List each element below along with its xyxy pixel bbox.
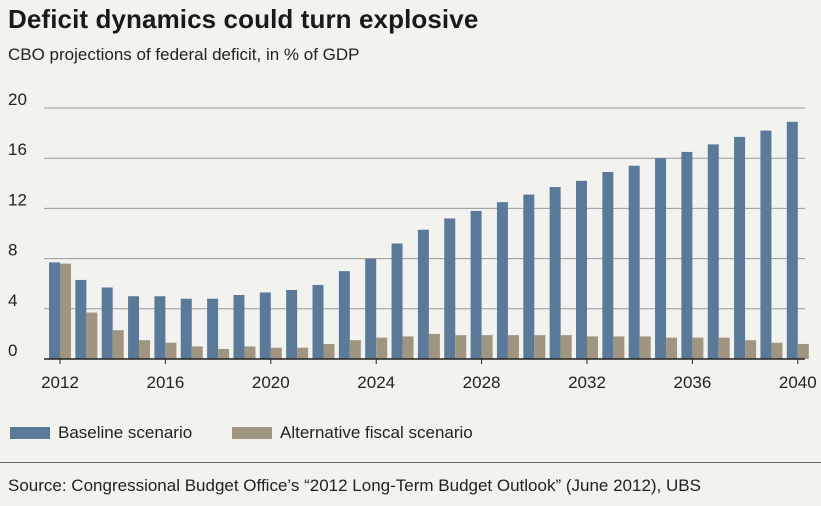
y-tick-label: 0 [8, 341, 17, 360]
bar-baseline-2040 [786, 121, 798, 359]
bar-baseline-2013 [75, 279, 87, 359]
chart-subtitle: CBO projections of federal deficit, in %… [8, 45, 360, 64]
bar-alternative-2032 [587, 336, 598, 359]
bar-baseline-2028 [470, 210, 482, 359]
bar-alternative-2034 [639, 336, 651, 359]
bar-alternative-2029 [507, 335, 519, 359]
bar-baseline-2025 [391, 243, 403, 359]
bar-baseline-2020 [259, 292, 271, 359]
bar-alternative-2033 [613, 336, 625, 359]
bar-alternative-2016 [165, 342, 177, 359]
bar-baseline-2029 [496, 202, 508, 360]
legend-item-alternative: Alternative fiscal scenario [232, 422, 473, 444]
bar-baseline-2024 [365, 258, 377, 359]
bar-alternative-2015 [139, 340, 151, 359]
bar-baseline-2031 [549, 187, 561, 359]
bar-baseline-2015 [128, 296, 140, 359]
bar-baseline-2014 [101, 287, 113, 359]
bar-alternative-2017 [191, 346, 203, 359]
bar-baseline-2039 [760, 130, 772, 359]
x-tick-label: 2032 [568, 373, 606, 392]
bar-alternative-2031 [560, 335, 572, 359]
bar-baseline-2035 [655, 158, 667, 359]
bar-alternative-2021 [297, 347, 309, 359]
bars [49, 121, 809, 360]
bar-baseline-2038 [734, 136, 746, 359]
legend-label-baseline: Baseline scenario [58, 423, 193, 442]
x-tick-label: 2036 [673, 373, 711, 392]
bar-alternative-2022 [323, 343, 335, 359]
x-tick-label: 2028 [463, 373, 501, 392]
y-tick-label: 4 [8, 291, 17, 310]
chart-title: Deficit dynamics could turn explosive [8, 4, 479, 34]
y-tick-label: 16 [8, 140, 27, 159]
y-axis-tick-labels: 0 4 8 12 16 20 [8, 90, 27, 360]
bar-alternative-2035 [666, 337, 678, 359]
bar-baseline-2032 [576, 180, 587, 359]
x-tick-label: 2012 [41, 373, 79, 392]
bar-alternative-2025 [402, 336, 414, 359]
bar-alternative-2030 [534, 335, 546, 359]
bar-alternative-2027 [455, 335, 467, 359]
x-axis-tick-labels: 2012 2016 2020 2024 2028 2032 2036 2040 [41, 359, 817, 392]
bar-baseline-2037 [707, 144, 719, 359]
source-note: Source: Congressional Budget Office’s “2… [8, 476, 701, 495]
x-tick-label: 2020 [252, 373, 290, 392]
footer-divider [0, 462, 821, 463]
bar-alternative-2028 [481, 335, 493, 359]
bar-alternative-2020 [270, 347, 282, 359]
legend-swatch-baseline [10, 427, 50, 439]
bar-baseline-2019 [233, 295, 245, 359]
bar-baseline-2027 [444, 218, 456, 359]
bar-alternative-2023 [349, 340, 361, 359]
bar-alternative-2018 [218, 348, 230, 359]
legend-swatch-alternative [232, 427, 272, 439]
bar-alternative-2037 [718, 337, 730, 359]
bar-baseline-2023 [338, 271, 350, 359]
legend-item-baseline: Baseline scenario [10, 422, 192, 444]
bar-baseline-2030 [523, 194, 535, 359]
bar-baseline-2016 [154, 296, 166, 359]
bar-baseline-2034 [628, 165, 640, 359]
bar-baseline-2021 [286, 289, 298, 359]
bar-baseline-2017 [180, 298, 192, 359]
legend-label-alternative: Alternative fiscal scenario [280, 423, 473, 442]
bar-baseline-2036 [681, 151, 693, 359]
bar-alternative-2013 [86, 312, 98, 359]
y-tick-label: 20 [8, 90, 27, 109]
bar-baseline-2022 [312, 284, 324, 359]
bar-alternative-2039 [771, 342, 783, 359]
bar-alternative-2024 [376, 337, 388, 359]
bar-baseline-2012 [49, 262, 60, 359]
x-tick-label: 2024 [357, 373, 395, 392]
bar-alternative-2038 [745, 340, 757, 359]
x-tick-label: 2016 [146, 373, 184, 392]
y-tick-label: 12 [8, 190, 27, 209]
bar-alternative-2026 [428, 333, 440, 359]
bar-alternative-2014 [112, 330, 124, 359]
bar-alternative-2019 [244, 346, 256, 359]
bar-alternative-2036 [692, 337, 704, 359]
y-tick-label: 8 [8, 241, 17, 260]
bar-baseline-2033 [602, 172, 614, 359]
x-tick-label: 2040 [779, 373, 817, 392]
bar-alternative-2040 [797, 343, 809, 359]
bar-baseline-2018 [207, 298, 219, 359]
bar-baseline-2026 [417, 229, 429, 359]
bar-alternative-2012 [60, 263, 71, 359]
